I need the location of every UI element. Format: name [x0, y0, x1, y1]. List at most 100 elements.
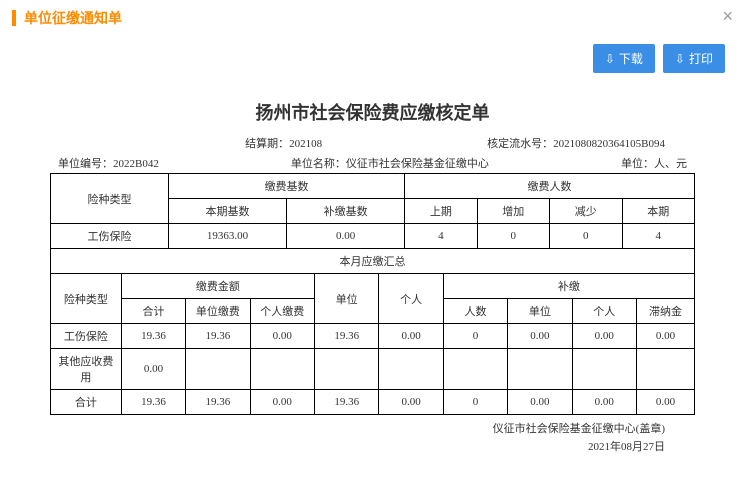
cell: 工伤保险: [51, 324, 122, 349]
col-s-personal: 个人: [572, 299, 636, 324]
download-icon: ⇩: [605, 52, 615, 66]
document-title: 扬州市社会保险费应缴核定单: [50, 99, 695, 125]
cell-base-current: 19363.00: [169, 224, 287, 249]
cell: 19.36: [121, 324, 185, 349]
table-header-row-1: 险种类型 缴费基数 缴费人数: [51, 174, 695, 199]
unit-code-label: 单位编号：: [58, 158, 113, 170]
cell: 19.36: [315, 390, 379, 415]
col-supplement-group: 补缴: [443, 274, 694, 299]
col-base-group: 缴费基数: [169, 174, 405, 199]
footer-stamp: 仪征市社会保险基金征缴中心(盖章): [50, 421, 665, 439]
summary-title-row: 本月应缴汇总: [51, 249, 695, 274]
cell: [636, 349, 694, 390]
cell: 19.36: [186, 390, 250, 415]
cell: 0.00: [121, 349, 185, 390]
unit-measure-value: 人、元: [654, 158, 687, 170]
dialog-header: 单位征缴通知单 ×: [0, 0, 745, 36]
cell: [508, 349, 572, 390]
col-total: 合计: [121, 299, 185, 324]
cell-decrease: 0: [550, 224, 622, 249]
summary-table: 险种类型 缴费金额 单位 个人 补缴 合计 单位缴费 个人缴费 人数 单位 个人…: [50, 273, 695, 415]
summary-header-row-1: 险种类型 缴费金额 单位 个人 补缴: [51, 274, 695, 299]
cell: 0: [443, 324, 507, 349]
cell-type: 工伤保险: [51, 224, 169, 249]
col-personal-fee: 个人缴费: [250, 299, 314, 324]
col-people-group: 缴费人数: [405, 174, 695, 199]
cell: [379, 349, 443, 390]
cell: [186, 349, 250, 390]
serial-value: 2021080820364105B094: [553, 138, 665, 150]
cell: 0.00: [636, 390, 694, 415]
settle-period-label: 结算期：: [245, 138, 289, 150]
toolbar: ⇩ 下载 ⇩ 打印: [0, 36, 745, 77]
col-fee-group: 缴费金额: [121, 274, 314, 299]
table-row: 工伤保险 19363.00 0.00 4 0 0 4: [51, 224, 695, 249]
settle-period: 结算期：202108: [245, 135, 322, 151]
settle-period-value: 202108: [289, 138, 322, 150]
cell: 0.00: [508, 390, 572, 415]
close-icon[interactable]: ×: [722, 6, 733, 27]
cell-increase: 0: [477, 224, 549, 249]
cell: [443, 349, 507, 390]
unit-measure: 单位：人、元: [621, 155, 687, 171]
col-unit2: 单位: [315, 274, 379, 324]
col-decrease: 减少: [550, 199, 622, 224]
download-label: 下载: [619, 50, 643, 67]
unit-name-value: 仪征市社会保险基金征缴中心: [346, 158, 489, 170]
unit-name-label: 单位名称：: [291, 158, 346, 170]
cell: 其他应收费用: [51, 349, 122, 390]
col-s-unit: 单位: [508, 299, 572, 324]
serial-label: 核定流水号：: [487, 138, 553, 150]
unit-name: 单位名称：仪征市社会保险基金征缴中心: [291, 155, 489, 171]
dialog-title: 单位征缴通知单: [24, 8, 122, 28]
cell: 0.00: [379, 324, 443, 349]
cell: [315, 349, 379, 390]
cell: 0.00: [250, 390, 314, 415]
cell: 19.36: [315, 324, 379, 349]
summary-title: 本月应缴汇总: [51, 249, 695, 274]
print-button[interactable]: ⇩ 打印: [663, 44, 725, 73]
col-personal2: 个人: [379, 274, 443, 324]
cell-current: 4: [622, 224, 695, 249]
cell: 合计: [51, 390, 122, 415]
col-type: 险种类型: [51, 174, 169, 224]
cell: 0.00: [636, 324, 694, 349]
col-type2: 险种类型: [51, 274, 122, 324]
footer-date: 2021年08月27日: [50, 439, 665, 457]
cell: 0.00: [379, 390, 443, 415]
unit-code: 单位编号：2022B042: [58, 155, 159, 171]
col-increase: 增加: [477, 199, 549, 224]
col-people: 人数: [443, 299, 507, 324]
table-row: 工伤保险 19.36 19.36 0.00 19.36 0.00 0 0.00 …: [51, 324, 695, 349]
print-label: 打印: [689, 50, 713, 67]
cell: [250, 349, 314, 390]
header-accent-bar: [12, 10, 16, 26]
col-unit-fee: 单位缴费: [186, 299, 250, 324]
cell-base-supplement: 0.00: [287, 224, 405, 249]
cell: 19.36: [186, 324, 250, 349]
document-body: 扬州市社会保险费应缴核定单 结算期：202108 核定流水号：202108082…: [30, 87, 715, 468]
col-late-fee: 滞纳金: [636, 299, 694, 324]
serial-number: 核定流水号：2021080820364105B094: [487, 135, 665, 151]
col-base-current: 本期基数: [169, 199, 287, 224]
cell-prev: 4: [405, 224, 477, 249]
table-row: 合计 19.36 19.36 0.00 19.36 0.00 0 0.00 0.…: [51, 390, 695, 415]
cell: 19.36: [121, 390, 185, 415]
cell: 0.00: [508, 324, 572, 349]
col-base-supplement: 补缴基数: [287, 199, 405, 224]
meta-row-1: 结算期：202108 核定流水号：2021080820364105B094: [50, 135, 695, 155]
download-button[interactable]: ⇩ 下载: [593, 44, 655, 73]
meta-row-2: 单位编号：2022B042 单位名称：仪征市社会保险基金征缴中心 单位：人、元: [50, 155, 695, 173]
col-prev: 上期: [405, 199, 477, 224]
main-table: 险种类型 缴费基数 缴费人数 本期基数 补缴基数 上期 增加 减少 本期 工伤保…: [50, 173, 695, 274]
cell: 0.00: [572, 324, 636, 349]
cell: 0: [443, 390, 507, 415]
table-row: 其他应收费用 0.00: [51, 349, 695, 390]
cell: 0.00: [572, 390, 636, 415]
print-icon: ⇩: [675, 52, 685, 66]
cell: 0.00: [250, 324, 314, 349]
unit-measure-label: 单位：: [621, 158, 654, 170]
document-footer: 仪征市社会保险基金征缴中心(盖章) 2021年08月27日: [50, 421, 695, 456]
cell: [572, 349, 636, 390]
col-current: 本期: [622, 199, 695, 224]
